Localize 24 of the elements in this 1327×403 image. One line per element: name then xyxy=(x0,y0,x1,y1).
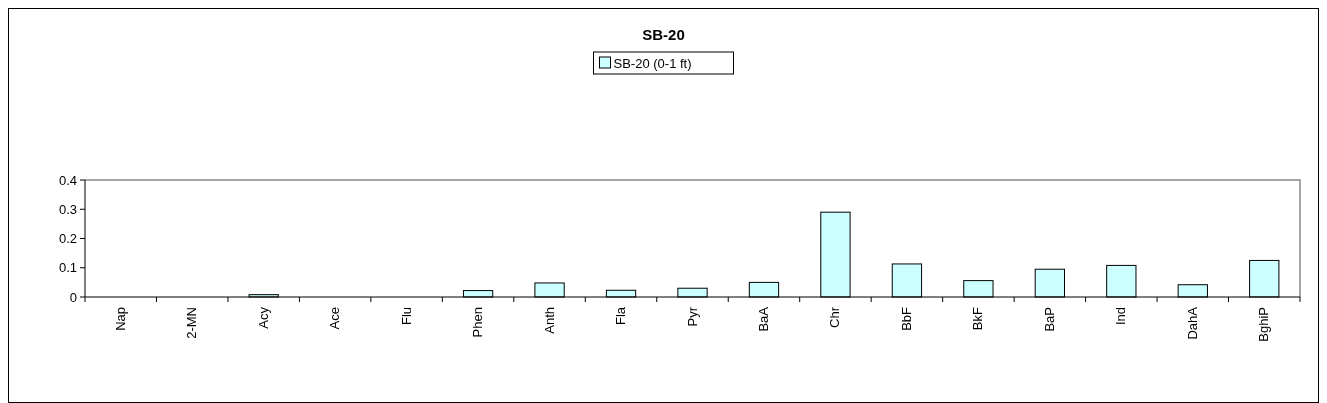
x-tick-label: BbF xyxy=(898,306,914,331)
legend-label: SB-20 (0-1 ft) xyxy=(613,56,692,71)
y-tick-label: 0.2 xyxy=(58,231,77,247)
x-tick-label: Fla xyxy=(613,306,629,326)
x-tick-label: Ace xyxy=(327,307,343,330)
x-tick-label: BaP xyxy=(1041,307,1057,332)
x-tick-label: Anth xyxy=(541,307,557,334)
x-tick-label: 2-MN xyxy=(184,307,200,339)
x-tick-label: Pyr xyxy=(684,306,700,327)
x-tick-label: DahA xyxy=(1184,306,1200,340)
x-tick-label: Phen xyxy=(470,307,486,338)
x-tick-label: Flu xyxy=(398,307,414,326)
x-tick-label: Chr xyxy=(827,306,843,328)
x-tick-label: Acy xyxy=(255,306,271,329)
y-tick-label: 0.3 xyxy=(58,201,77,217)
x-tick-label: Nap xyxy=(112,307,128,331)
x-tick-label: Ind xyxy=(1113,307,1129,326)
y-tick-label: 0 xyxy=(69,289,77,305)
x-tick-label: BghiP xyxy=(1256,307,1272,342)
y-tick-label: 0.1 xyxy=(58,260,77,276)
x-tick-label: BaA xyxy=(755,306,771,332)
y-tick-label: 0.4 xyxy=(58,172,77,188)
x-tick-label: BkF xyxy=(970,306,986,331)
chart-title: SB-20 xyxy=(642,26,685,43)
